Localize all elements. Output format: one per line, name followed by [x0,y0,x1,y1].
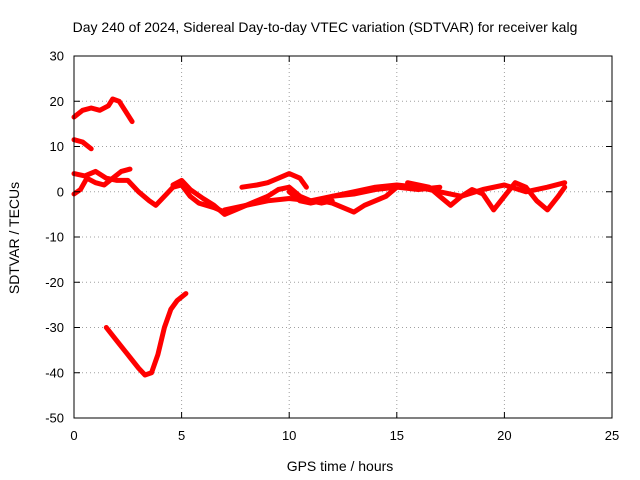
y-tick-label: 20 [50,94,64,109]
series-line-arc-1 [71,96,135,125]
series-line-arc-11 [103,291,189,378]
y-tick-label: -50 [45,411,64,426]
x-axis-label: GPS time / hours [287,458,394,474]
y-tick-label: 30 [50,49,64,64]
y-tick-label: -40 [45,365,64,380]
series-line-arc-8 [286,184,400,215]
y-tick-label: -30 [45,320,64,335]
x-tick-label: 20 [497,428,511,443]
series-line-arc-2 [71,137,94,152]
series-line-arc-10 [405,180,568,213]
y-axis-label: SDTVAR / TECUs [6,182,22,294]
y-tick-label: -10 [45,230,64,245]
data-series [71,96,568,378]
series-line-arc-3 [71,166,133,197]
y-tick-label: 10 [50,139,64,154]
x-tick-label: 5 [178,428,185,443]
y-tick-label: -20 [45,275,64,290]
x-tick-label: 15 [390,428,404,443]
chart-title: Day 240 of 2024, Sidereal Day-to-day VTE… [73,19,578,35]
x-tick-label: 10 [282,428,296,443]
axis-ticks [73,55,613,419]
series-line-arc-6 [239,171,309,190]
x-tick-label: 25 [605,428,619,443]
x-tick-labels: 0 5 10 15 20 25 [70,428,619,443]
y-tick-label: 0 [57,184,64,199]
x-tick-label: 0 [70,428,77,443]
series-line-arc-4 [71,168,228,215]
y-tick-labels: 30 20 10 0 -10 -20 -30 -40 -50 [45,49,64,426]
